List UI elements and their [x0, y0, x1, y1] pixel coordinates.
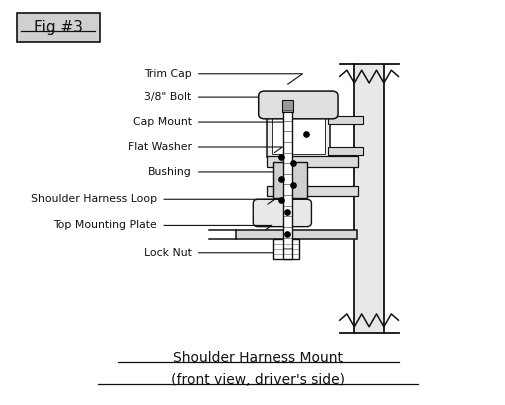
Bar	[328, 116, 363, 124]
Bar	[267, 186, 358, 196]
FancyBboxPatch shape	[253, 199, 311, 227]
Bar	[273, 239, 298, 259]
Text: Trim Cap: Trim Cap	[143, 69, 191, 79]
Text: 3/8" Bolt: 3/8" Bolt	[144, 92, 191, 102]
Text: Fig #3: Fig #3	[34, 19, 82, 35]
Text: Shoulder Harness Loop: Shoulder Harness Loop	[31, 194, 157, 204]
Text: Flat Washer: Flat Washer	[127, 142, 191, 152]
FancyBboxPatch shape	[258, 91, 337, 119]
Bar	[271, 117, 325, 154]
Bar	[328, 147, 363, 156]
Text: Lock Nut: Lock Nut	[143, 248, 191, 258]
Bar	[354, 64, 383, 333]
Bar	[267, 114, 329, 158]
Bar	[282, 100, 292, 112]
Bar	[283, 110, 292, 259]
Text: Shoulder Harness Mount: Shoulder Harness Mount	[173, 351, 342, 365]
Text: (front view, driver's side): (front view, driver's side)	[171, 373, 344, 387]
Bar	[235, 230, 356, 239]
Text: Top Mounting Plate: Top Mounting Plate	[54, 220, 157, 230]
Text: Cap Mount: Cap Mount	[132, 117, 191, 127]
FancyBboxPatch shape	[17, 13, 99, 42]
Bar	[267, 156, 358, 167]
Text: Bushing: Bushing	[147, 167, 191, 177]
Bar	[273, 162, 307, 198]
